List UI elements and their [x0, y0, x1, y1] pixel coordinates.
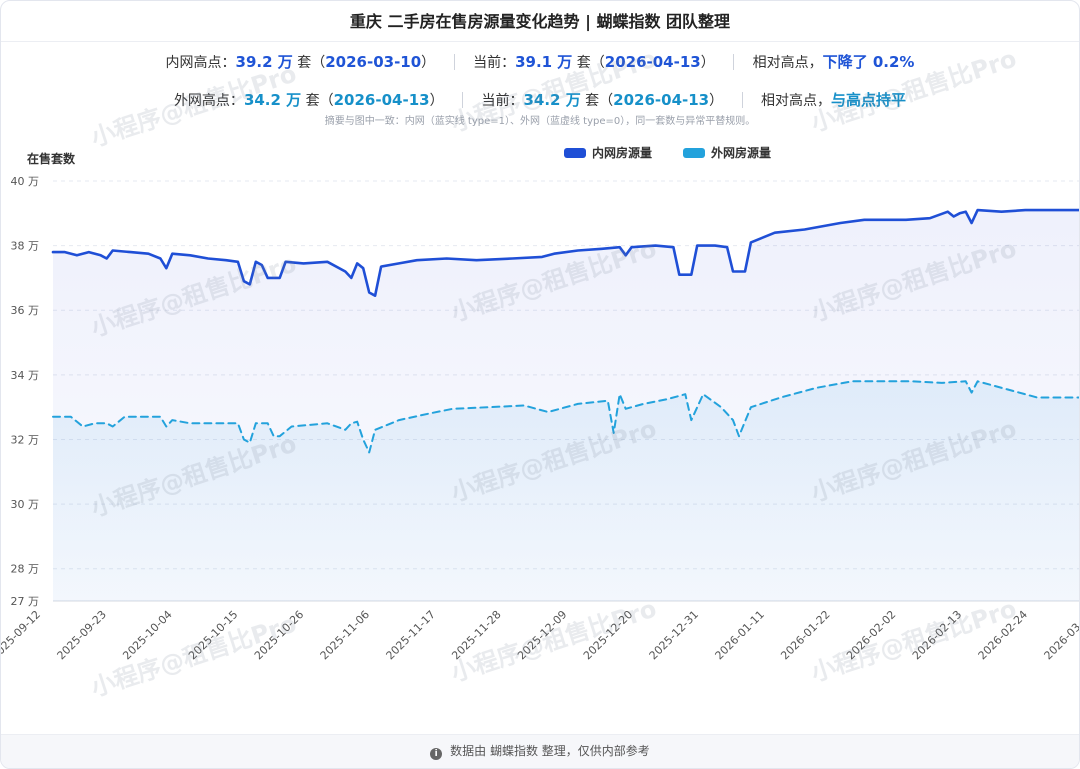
- y-axis-title: 在售套数: [27, 151, 76, 166]
- outer-current-unit: 套（: [580, 93, 614, 109]
- info-icon: i: [430, 748, 443, 760]
- x-tick-label: 2025-10-04: [120, 608, 174, 662]
- series-area-outer: [53, 381, 1079, 601]
- outer-current-date: 2026-04-13: [613, 91, 710, 109]
- y-tick-label: 30 万: [11, 498, 40, 511]
- y-tick-label: 40 万: [11, 175, 40, 188]
- outer-current-close: ）: [709, 93, 724, 109]
- inner-stats-row: 内网高点：39.2 万 套（2026-03-10） 当前：39.1 万 套（20…: [1, 51, 1079, 72]
- y-tick-label: 32 万: [11, 433, 40, 446]
- outer-relative-value: 与高点持平: [831, 91, 907, 109]
- line-chart: 27 万 28 万 30 万 32 万 34 万 36 万 38 万 40 万 在售套数 2025…: [1, 145, 1079, 662]
- legend-label-outer: 外网房源量: [711, 145, 771, 160]
- legend-swatch-outer: [683, 148, 705, 158]
- x-tick-label: 2025-12-20: [581, 608, 635, 662]
- series-line-outer: [52, 380, 1079, 454]
- divider: [453, 54, 455, 70]
- x-tick-label: 2025-11-06: [318, 608, 372, 662]
- x-tick-label: 2026-02-13: [910, 608, 964, 662]
- outer-current-label: 当前：: [481, 93, 524, 109]
- x-tick-label: 2025-11-17: [384, 608, 438, 662]
- divider: [741, 92, 743, 108]
- y-tick-label: 38 万: [11, 240, 40, 253]
- x-tick-label: 2026-01-11: [713, 608, 767, 662]
- x-tick-label: 2025-09-23: [55, 608, 109, 662]
- x-tick-label: 2025-12-09: [515, 608, 569, 662]
- page-title: 重庆 二手房在售房源量变化趋势 | 蝴蝶指数 团队整理: [1, 1, 1079, 42]
- inner-peak-unit: 套（: [292, 55, 326, 71]
- inner-current-label: 当前：: [473, 55, 516, 71]
- x-tick-label: 2025-12-31: [647, 608, 701, 662]
- x-tick-label: 2025-09-12: [1, 608, 43, 662]
- divider: [462, 92, 464, 108]
- summary-note: 摘要与图中一致：内网（蓝实线 type=1）、外网（蓝虚线 type=0），同一…: [324, 116, 756, 127]
- outer-peak-date: 2026-04-13: [333, 91, 430, 109]
- footer-text: 数据由 蝴蝶指数 整理，仅供内部参考: [450, 744, 650, 758]
- outer-peak-value: 34.2 万: [243, 91, 302, 109]
- outer-peak-close: ）: [429, 93, 444, 109]
- x-tick-label: 2026-03-06: [1042, 608, 1079, 662]
- x-tick-label: 2026-01-22: [778, 608, 832, 662]
- x-tick-label: 2025-11-28: [449, 608, 503, 662]
- inner-relative-value: 下降了 0.2%: [822, 53, 915, 71]
- footer: i 数据由 蝴蝶指数 整理，仅供内部参考: [1, 734, 1079, 768]
- outer-current-value: 34.2 万: [523, 91, 581, 109]
- outer-stats-row: 外网高点：34.2 万 套（2026-04-13） 当前：34.2 万 套（20…: [1, 89, 1079, 110]
- inner-current-value: 39.1 万: [515, 53, 573, 71]
- x-tick-label: 2026-02-02: [844, 608, 898, 662]
- legend-label-inner: 内网房源量: [592, 145, 652, 160]
- inner-peak-label: 内网高点：: [165, 55, 236, 71]
- y-tick-label: 28 万: [11, 563, 40, 576]
- x-tick-label: 2025-10-15: [186, 608, 240, 662]
- inner-peak-date: 2026-03-10: [325, 53, 422, 71]
- y-tick-label: 27 万: [11, 595, 40, 608]
- legend-swatch-inner: [564, 148, 586, 158]
- inner-relative-label: 相对高点，: [752, 55, 823, 71]
- outer-relative-label: 相对高点，: [761, 93, 832, 109]
- inner-peak-close: ）: [421, 55, 436, 71]
- divider: [733, 54, 735, 70]
- inner-current-close: ）: [700, 55, 715, 71]
- inner-current-unit: 套（: [572, 55, 605, 71]
- series-line-inner: [51, 208, 1079, 297]
- x-tick-label: 2025-10-26: [252, 608, 306, 662]
- x-tick-label: 2026-02-24: [976, 608, 1030, 662]
- inner-peak-value: 39.2 万: [235, 53, 293, 71]
- y-tick-label: 36 万: [11, 304, 40, 317]
- outer-peak-label: 外网高点：: [173, 93, 244, 109]
- outer-peak-unit: 套（: [301, 93, 334, 109]
- y-tick-label: 34 万: [11, 369, 40, 382]
- inner-current-date: 2026-04-13: [604, 53, 701, 71]
